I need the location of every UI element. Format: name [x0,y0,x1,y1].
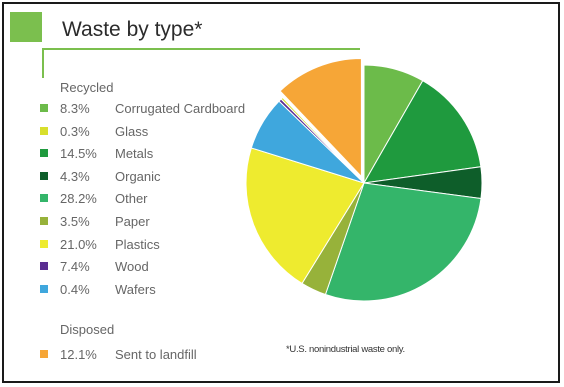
legend-swatch [40,149,48,158]
legend-label: Corrugated Cardboard [115,101,246,116]
legend-percent: 7.4% [60,259,90,275]
legend-percent: 3.5% [60,214,90,229]
footnote: *U.S. nonindustrial waste only. [286,344,405,355]
legend-percent: 14.5% [60,146,97,162]
legend-percent: 0.3% [60,123,90,139]
legend-swatch [40,104,48,112]
chart-title: Waste by type* [62,18,203,41]
legend-swatch [40,284,48,293]
pie-slice-other [324,182,482,302]
legend-label: Organic [115,168,161,184]
legend-swatch [40,194,48,203]
pie-slice-metals [363,80,482,184]
disposed-heading: Disposed [60,322,115,337]
pie-slice-sent-to-landfill [279,57,362,178]
title-underline-tick [42,48,44,78]
legend-label: Paper [115,214,150,229]
pie-slice-plastics [245,147,365,285]
legend-swatch [40,126,48,135]
legend-swatch [40,171,48,180]
legend-percent: 0.4% [60,281,90,297]
legend-percent: 12.1% [60,347,97,362]
legend-percent: 21.0% [60,236,97,252]
legend-label: Sent to landfill [115,347,197,362]
recycled-heading: Recycled [60,80,114,95]
title-underline [42,48,360,50]
legend-label: Glass [115,123,149,139]
pie-slice-glass [280,96,365,184]
legend-swatch [40,350,48,358]
legend-label: Wood [115,259,149,275]
legend-label: Wafers [115,281,156,297]
legend-label: Other [115,191,148,207]
legend-percent: 8.3% [60,101,90,116]
legend-swatch [40,239,48,248]
legend-label: Metals [115,146,154,162]
legend-label: Plastics [115,236,160,252]
legend-swatch [40,262,48,271]
legend-percent: 28.2% [60,191,97,207]
legend-percent: 4.3% [60,168,90,184]
title-accent-block [10,12,42,42]
legend-swatch [40,217,48,225]
